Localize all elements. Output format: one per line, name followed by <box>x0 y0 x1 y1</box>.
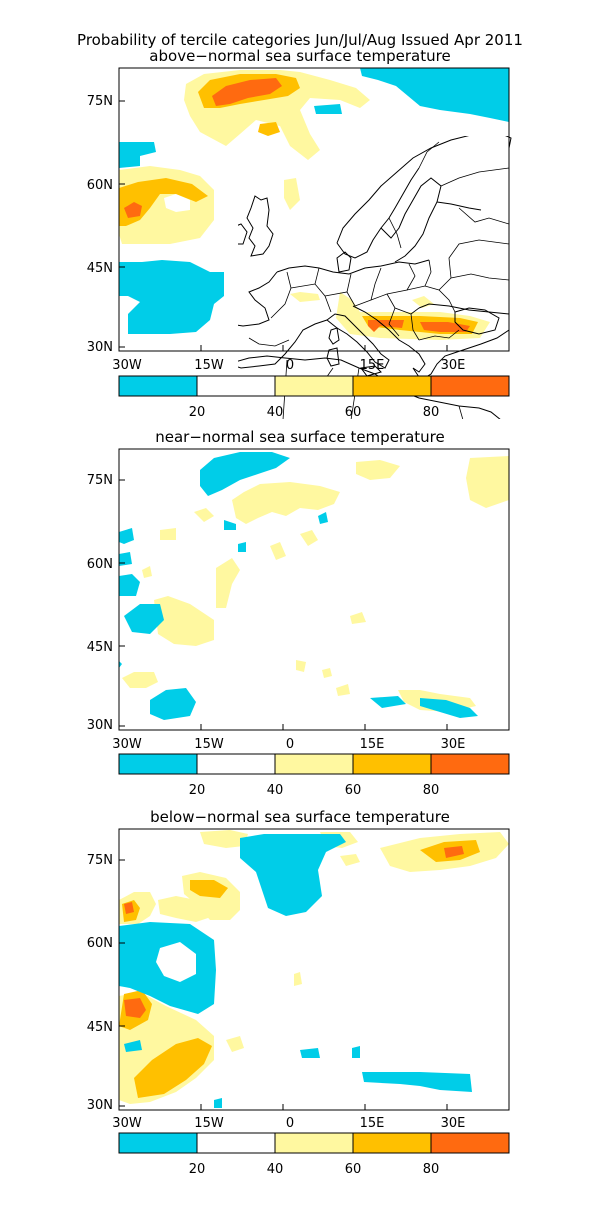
colorbar-label-40: 40 <box>267 405 284 420</box>
colorbar-below <box>118 1132 510 1154</box>
lat-label-45n: 45N <box>87 261 113 276</box>
map-panel-near-normal: 75N 60N 45N 30N 30W 15W 0 15E 30E 20 40 … <box>87 448 510 798</box>
lon-label-30w: 30W <box>112 358 142 373</box>
lat-label-30n: 30N <box>87 718 113 733</box>
map-frame-below <box>118 828 510 1111</box>
lat-label-30n: 30N <box>87 340 113 355</box>
lon-label-15e: 15E <box>360 358 385 373</box>
colorbar-label-40: 40 <box>267 783 284 798</box>
colorbar-label-20: 20 <box>189 405 206 420</box>
colorbar-label-20: 20 <box>189 1162 206 1177</box>
lon-label-15e: 15E <box>360 737 385 752</box>
lon-label-30e: 30E <box>441 1116 466 1131</box>
probability-shading-below <box>119 830 509 1108</box>
lat-label-45n: 45N <box>87 640 113 655</box>
lat-label-60n: 60N <box>87 178 113 193</box>
lon-label-30w: 30W <box>112 1116 142 1131</box>
lon-label-30w: 30W <box>112 737 142 752</box>
map-panel-below-normal: 75N 60N 45N 30N 30W 15W 0 15E 30E 20 40 … <box>87 828 510 1177</box>
colorbar-label-60: 60 <box>345 783 362 798</box>
map-frame-near <box>118 448 510 731</box>
lon-label-30e: 30E <box>441 358 466 373</box>
colorbar-label-40: 40 <box>267 1162 284 1177</box>
probability-shading-near <box>119 452 509 720</box>
map-frame-above <box>118 67 510 352</box>
lat-label-45n: 45N <box>87 1020 113 1035</box>
lon-label-0: 0 <box>286 1116 294 1131</box>
lat-label-75n: 75N <box>87 94 113 109</box>
colorbar-above <box>118 375 510 397</box>
lon-label-0: 0 <box>286 358 294 373</box>
panel-3-subtitle: below−normal sea surface temperature <box>150 808 450 826</box>
colorbar-label-60: 60 <box>345 1162 362 1177</box>
colorbar-label-60: 60 <box>345 405 362 420</box>
lon-label-30e: 30E <box>441 737 466 752</box>
lat-label-75n: 75N <box>87 853 113 868</box>
map-panel-above-normal: 75N 60N 45N 30N 30W 15W 0 15E 30E 20 40 … <box>87 67 512 420</box>
figure-title: Probability of tercile categories Jun/Ju… <box>77 31 523 49</box>
lon-label-15w: 15W <box>194 737 224 752</box>
lon-label-15w: 15W <box>194 358 224 373</box>
lat-label-30n: 30N <box>87 1098 113 1113</box>
colorbar-near <box>118 753 510 775</box>
lat-label-60n: 60N <box>87 557 113 572</box>
lat-label-60n: 60N <box>87 936 113 951</box>
lat-label-75n: 75N <box>87 473 113 488</box>
colorbar-label-20: 20 <box>189 783 206 798</box>
lon-label-15w: 15W <box>194 1116 224 1131</box>
probability-shading-above <box>119 68 509 340</box>
panel-2-subtitle: near−normal sea surface temperature <box>155 428 445 446</box>
panel-1-subtitle: above−normal sea surface temperature <box>149 47 451 65</box>
colorbar-label-80: 80 <box>423 783 440 798</box>
colorbar-label-80: 80 <box>423 1162 440 1177</box>
colorbar-label-80: 80 <box>423 405 440 420</box>
lon-label-0: 0 <box>286 737 294 752</box>
lon-label-15e: 15E <box>360 1116 385 1131</box>
